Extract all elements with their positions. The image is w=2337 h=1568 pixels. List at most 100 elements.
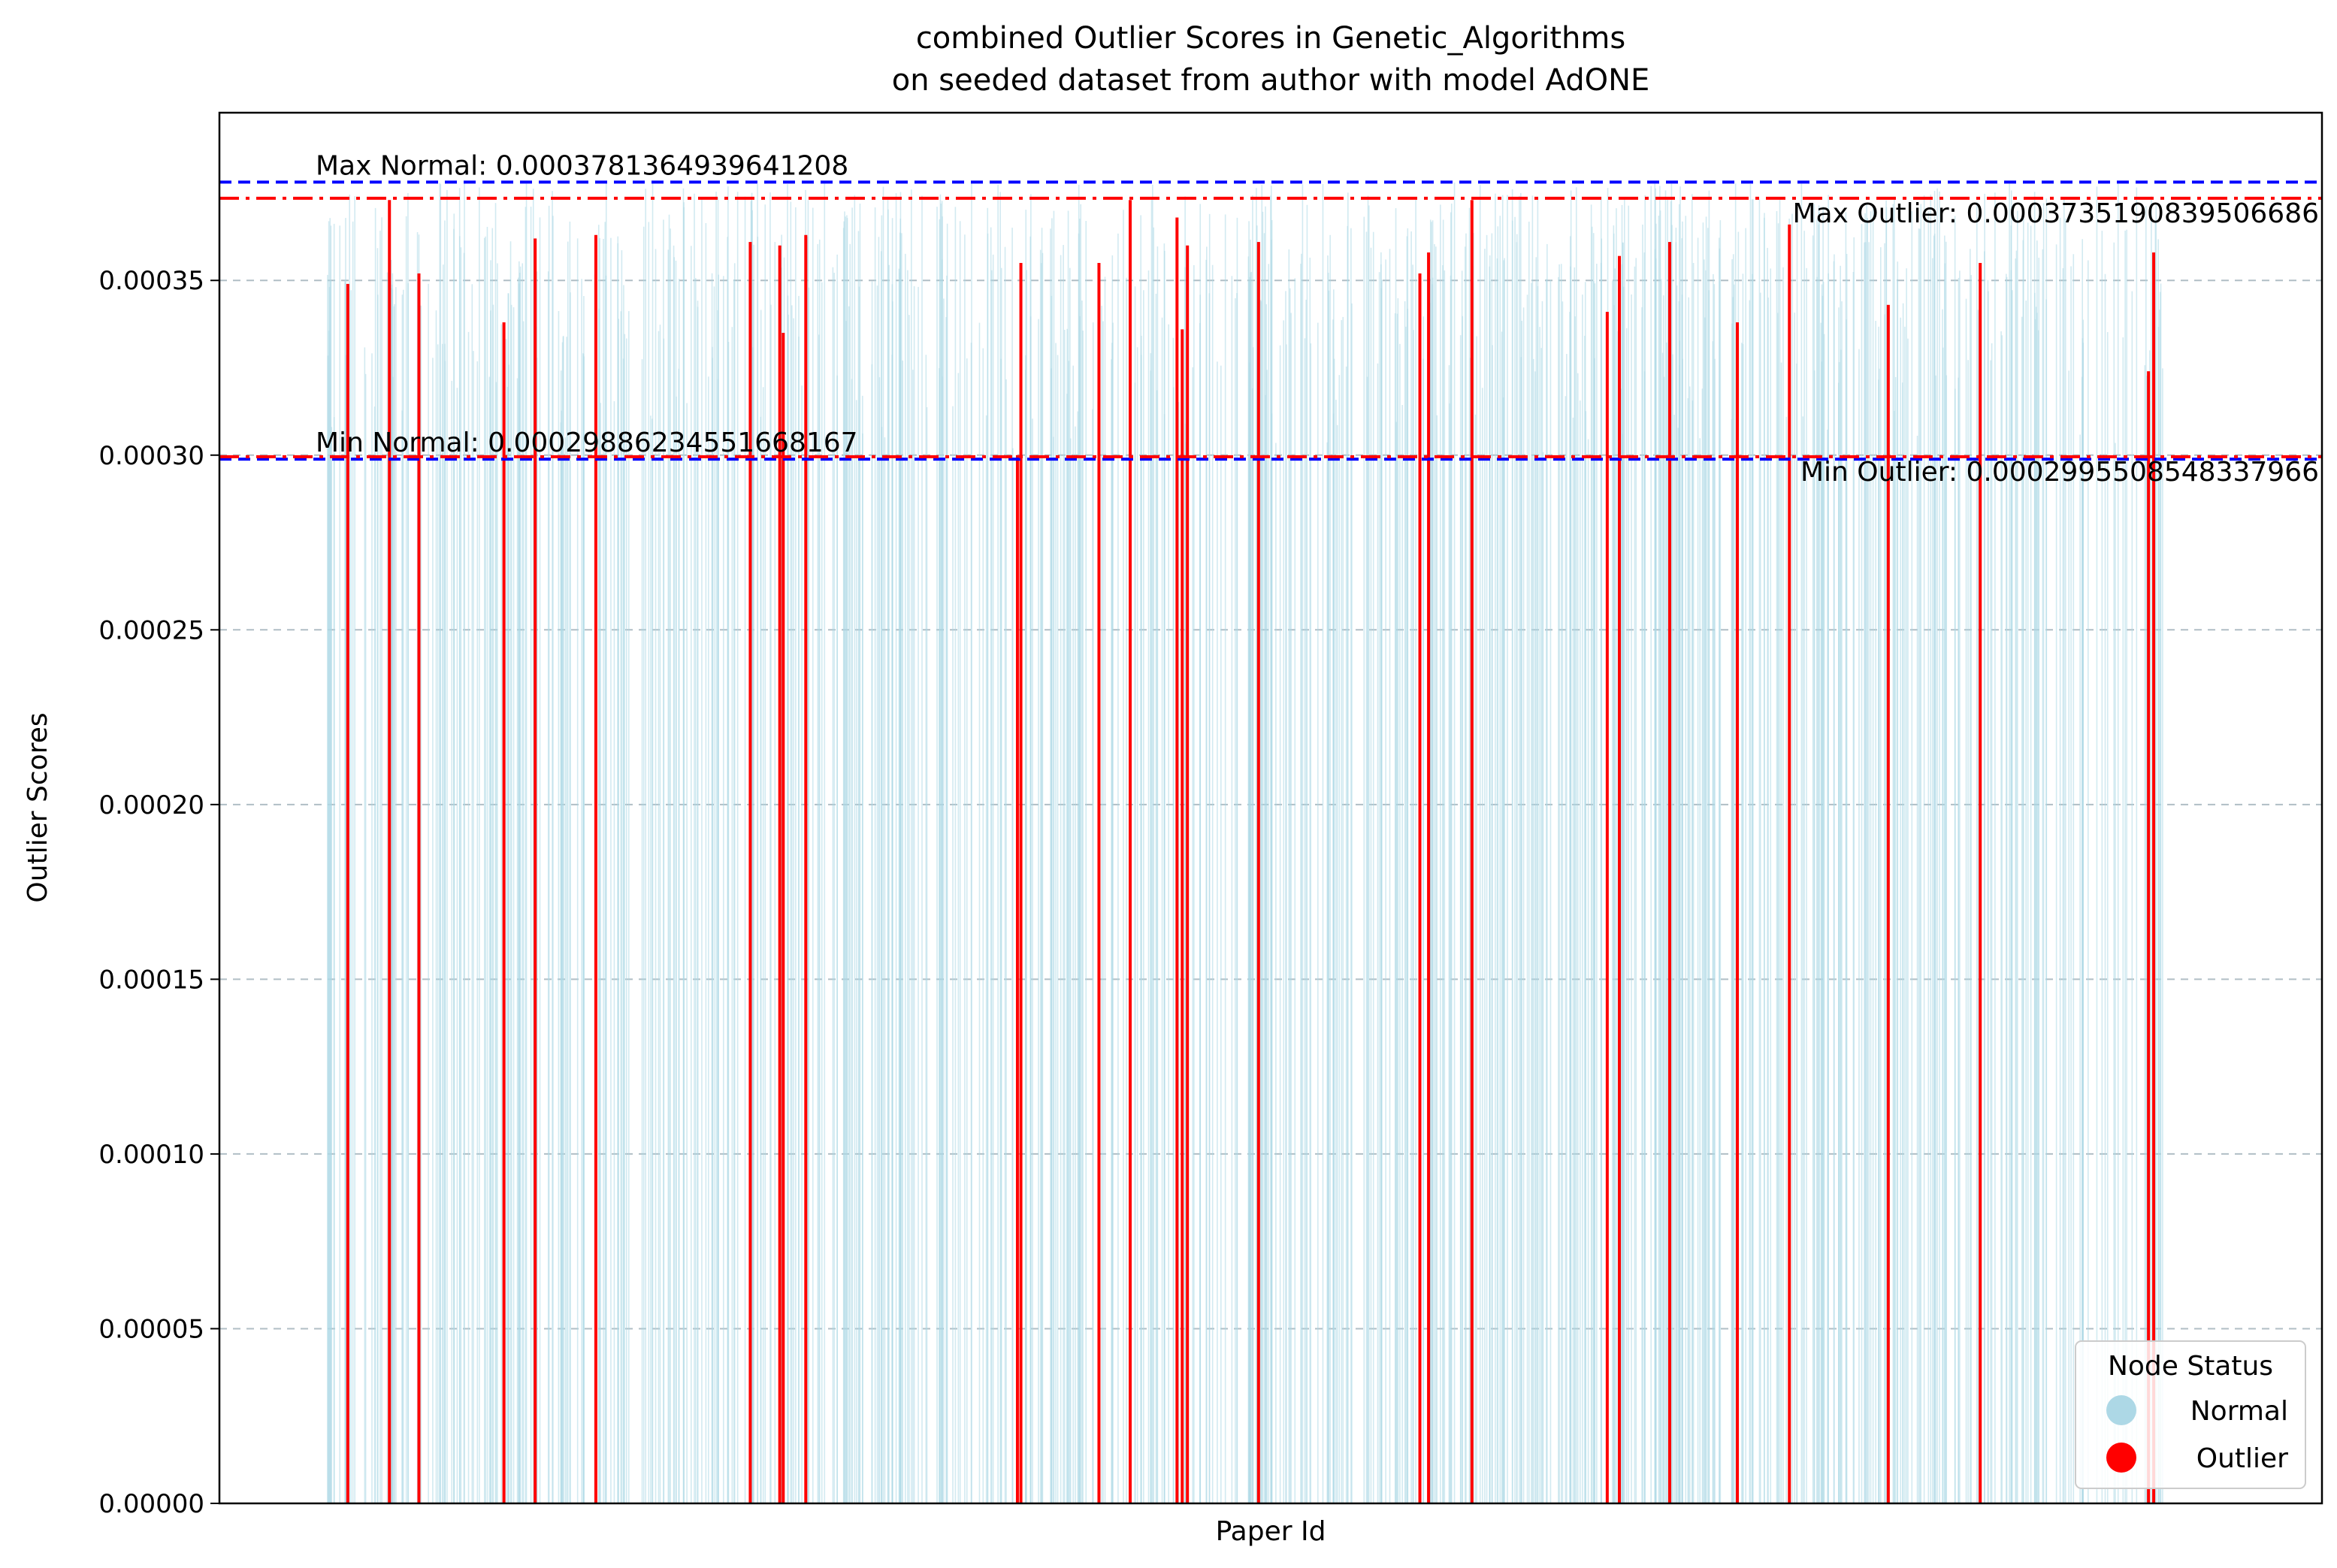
normal-bar bbox=[1852, 272, 1855, 1503]
normal-bar bbox=[2035, 307, 2037, 1503]
normal-bar bbox=[1967, 360, 1969, 1503]
normal-bar bbox=[1032, 418, 1033, 1503]
normal-bar bbox=[1846, 253, 1848, 1503]
normal-bar bbox=[1511, 189, 1513, 1503]
normal-bar bbox=[1780, 362, 1782, 1503]
normal-bar bbox=[620, 311, 622, 1503]
normal-bar bbox=[727, 186, 729, 1503]
normal-bar bbox=[432, 358, 434, 1503]
normal-bar bbox=[907, 270, 908, 1503]
normal-bar bbox=[1868, 242, 1870, 1503]
normal-bar bbox=[717, 197, 719, 1503]
normal-bar bbox=[1489, 280, 1491, 1503]
normal-bar bbox=[945, 317, 947, 1503]
normal-bar bbox=[1796, 213, 1798, 1503]
normal-bar bbox=[1704, 317, 1706, 1503]
normal-bar bbox=[1935, 375, 1936, 1503]
normal-bar bbox=[1930, 195, 1932, 1503]
normal-bar bbox=[1624, 198, 1625, 1503]
normal-bar bbox=[1405, 326, 1407, 1503]
normal-bar bbox=[1614, 268, 1616, 1503]
y-tick-label: 0.00000 bbox=[98, 1489, 204, 1519]
normal-bar bbox=[391, 284, 393, 1503]
normal-bar bbox=[374, 207, 376, 1503]
normal-bar bbox=[1984, 193, 1985, 1503]
normal-bar bbox=[1288, 249, 1290, 1503]
normal-bar bbox=[1250, 271, 1253, 1503]
normal-bar bbox=[1247, 256, 1250, 1503]
normal-bar bbox=[2101, 231, 2103, 1503]
normal-bar bbox=[1367, 195, 1369, 1503]
normal-bar bbox=[2016, 210, 2018, 1503]
outlier-bar bbox=[1979, 262, 1982, 1503]
normal-bar bbox=[858, 286, 860, 1503]
normal-bar bbox=[1259, 300, 1262, 1503]
normal-bar bbox=[1030, 194, 1032, 1503]
normal-bar bbox=[1294, 278, 1296, 1503]
normal-bar bbox=[1499, 216, 1501, 1503]
normal-bar bbox=[713, 286, 715, 1503]
normal-bar bbox=[1661, 352, 1664, 1503]
normal-bar bbox=[943, 298, 945, 1503]
normal-bar bbox=[1038, 319, 1039, 1503]
normal-bar bbox=[2146, 376, 2148, 1503]
normal-bar bbox=[1933, 191, 1936, 1503]
normal-bar bbox=[567, 241, 569, 1503]
reference-line-label: Min Normal: 0.00029886234551668167 bbox=[316, 427, 858, 458]
outlier-bar bbox=[2147, 371, 2151, 1503]
normal-bar bbox=[1111, 343, 1113, 1503]
normal-bar bbox=[1864, 242, 1867, 1503]
normal-bar bbox=[1397, 298, 1399, 1503]
y-tick-label: 0.00030 bbox=[98, 441, 204, 471]
normal-bar bbox=[624, 334, 626, 1503]
normal-bar bbox=[1279, 345, 1281, 1503]
normal-bar bbox=[1654, 249, 1656, 1503]
normal-bar bbox=[1326, 442, 1329, 1503]
normal-bar bbox=[1535, 257, 1537, 1503]
normal-bar bbox=[364, 373, 367, 1503]
normal-bar bbox=[911, 189, 912, 1503]
normal-bar bbox=[1415, 198, 1416, 1503]
normal-bar bbox=[1574, 316, 1576, 1503]
normal-bar bbox=[1994, 192, 1996, 1503]
normal-bar bbox=[1080, 204, 1082, 1503]
normal-bar bbox=[1155, 293, 1157, 1503]
normal-bar bbox=[2079, 434, 2081, 1503]
normal-bar bbox=[1531, 195, 1534, 1503]
normal-bar bbox=[1713, 273, 1714, 1503]
normal-bar bbox=[1562, 301, 1564, 1503]
normal-bar bbox=[1005, 379, 1007, 1503]
normal-bar bbox=[539, 217, 541, 1503]
legend-marker-outlier bbox=[2106, 1443, 2136, 1473]
normal-bar bbox=[2015, 250, 2018, 1503]
normal-bar bbox=[957, 373, 960, 1503]
normal-bar bbox=[491, 228, 494, 1503]
normal-bar bbox=[855, 400, 857, 1503]
normal-bar bbox=[1920, 204, 1922, 1503]
normal-bar bbox=[599, 237, 600, 1503]
normal-bar bbox=[547, 271, 549, 1503]
normal-bar bbox=[715, 192, 717, 1503]
normal-bar bbox=[600, 403, 602, 1503]
normal-bar bbox=[798, 295, 800, 1503]
normal-bar bbox=[1368, 205, 1370, 1503]
normal-bar bbox=[569, 221, 571, 1503]
normal-bar bbox=[1347, 225, 1349, 1503]
normal-bar bbox=[881, 215, 883, 1503]
normal-bar bbox=[913, 286, 915, 1503]
normal-bar bbox=[1666, 342, 1667, 1503]
normal-bar bbox=[1906, 268, 1907, 1503]
normal-bar bbox=[1682, 221, 1683, 1503]
normal-bar bbox=[1401, 405, 1403, 1503]
normal-bar bbox=[618, 319, 619, 1503]
normal-bar bbox=[1758, 199, 1761, 1503]
normal-bar bbox=[2082, 319, 2085, 1503]
normal-bar bbox=[530, 207, 532, 1503]
normal-bar bbox=[1936, 188, 1938, 1503]
normal-bar bbox=[354, 196, 355, 1503]
normal-bar bbox=[1263, 233, 1265, 1503]
normal-bar bbox=[1365, 231, 1368, 1503]
normal-bar bbox=[2001, 335, 2003, 1503]
outlier-bar bbox=[1186, 245, 1190, 1503]
normal-bar bbox=[518, 273, 521, 1503]
